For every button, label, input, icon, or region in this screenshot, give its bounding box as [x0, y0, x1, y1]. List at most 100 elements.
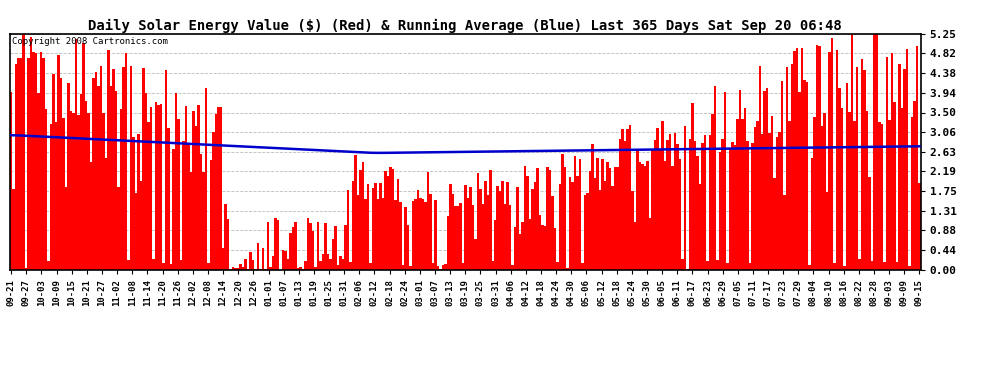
- Bar: [15, 64, 18, 270]
- Bar: [337, 264, 340, 270]
- Bar: [609, 168, 611, 270]
- Bar: [489, 170, 491, 270]
- Bar: [868, 177, 871, 270]
- Bar: [366, 184, 369, 270]
- Bar: [122, 67, 125, 270]
- Bar: [364, 199, 366, 270]
- Bar: [417, 190, 419, 270]
- Bar: [768, 134, 771, 270]
- Bar: [841, 108, 843, 270]
- Bar: [542, 225, 544, 270]
- Bar: [601, 159, 604, 270]
- Bar: [18, 58, 20, 270]
- Bar: [64, 188, 67, 270]
- Bar: [207, 263, 210, 270]
- Bar: [177, 119, 179, 270]
- Bar: [686, 268, 689, 270]
- Bar: [709, 135, 711, 270]
- Bar: [606, 162, 609, 270]
- Bar: [179, 260, 182, 270]
- Bar: [10, 92, 13, 270]
- Bar: [494, 220, 497, 270]
- Bar: [896, 262, 898, 270]
- Bar: [297, 268, 299, 270]
- Bar: [829, 52, 831, 270]
- Bar: [599, 190, 601, 270]
- Bar: [551, 196, 553, 270]
- Text: Copyright 2008 Cartronics.com: Copyright 2008 Cartronics.com: [12, 37, 167, 46]
- Bar: [320, 261, 322, 270]
- Bar: [254, 268, 257, 270]
- Bar: [33, 52, 35, 270]
- Bar: [456, 206, 459, 270]
- Bar: [240, 264, 242, 270]
- Bar: [679, 159, 681, 270]
- Bar: [237, 267, 240, 270]
- Bar: [644, 166, 646, 270]
- Bar: [642, 164, 644, 270]
- Bar: [332, 239, 335, 270]
- Bar: [434, 200, 437, 270]
- Bar: [145, 93, 148, 270]
- Bar: [304, 261, 307, 270]
- Bar: [404, 207, 407, 270]
- Bar: [82, 43, 85, 270]
- Bar: [497, 186, 499, 270]
- Bar: [72, 112, 75, 270]
- Bar: [699, 184, 701, 270]
- Bar: [661, 121, 663, 270]
- Bar: [28, 58, 30, 270]
- Bar: [57, 55, 59, 270]
- Bar: [676, 144, 679, 270]
- Bar: [724, 92, 726, 270]
- Bar: [681, 259, 684, 270]
- Bar: [651, 150, 653, 270]
- Bar: [783, 195, 786, 270]
- Bar: [267, 222, 269, 270]
- Bar: [913, 101, 916, 270]
- Bar: [461, 262, 464, 270]
- Bar: [95, 72, 97, 270]
- Bar: [445, 264, 446, 270]
- Bar: [773, 178, 776, 270]
- Bar: [596, 158, 599, 270]
- Bar: [469, 186, 471, 270]
- Bar: [80, 94, 82, 270]
- Bar: [748, 262, 751, 270]
- Bar: [906, 49, 908, 270]
- Bar: [351, 180, 354, 270]
- Bar: [215, 114, 217, 270]
- Bar: [284, 252, 287, 270]
- Bar: [845, 83, 848, 270]
- Bar: [553, 228, 556, 270]
- Bar: [30, 37, 33, 270]
- Bar: [140, 181, 143, 270]
- Bar: [824, 113, 826, 270]
- Bar: [632, 191, 634, 270]
- Bar: [742, 119, 743, 270]
- Bar: [848, 112, 850, 270]
- Bar: [138, 134, 140, 270]
- Bar: [294, 222, 297, 270]
- Bar: [691, 103, 694, 270]
- Bar: [811, 158, 814, 270]
- Bar: [519, 234, 522, 270]
- Bar: [484, 181, 486, 270]
- Bar: [312, 231, 315, 270]
- Bar: [888, 120, 891, 270]
- Bar: [836, 50, 839, 270]
- Bar: [454, 206, 456, 270]
- Bar: [726, 262, 729, 270]
- Bar: [35, 53, 38, 270]
- Bar: [195, 126, 197, 270]
- Bar: [524, 166, 527, 270]
- Bar: [77, 115, 80, 270]
- Bar: [843, 266, 845, 270]
- Bar: [881, 124, 883, 270]
- Bar: [149, 107, 152, 270]
- Bar: [227, 219, 230, 270]
- Bar: [40, 52, 43, 270]
- Bar: [466, 198, 469, 270]
- Bar: [509, 205, 512, 270]
- Bar: [512, 265, 514, 270]
